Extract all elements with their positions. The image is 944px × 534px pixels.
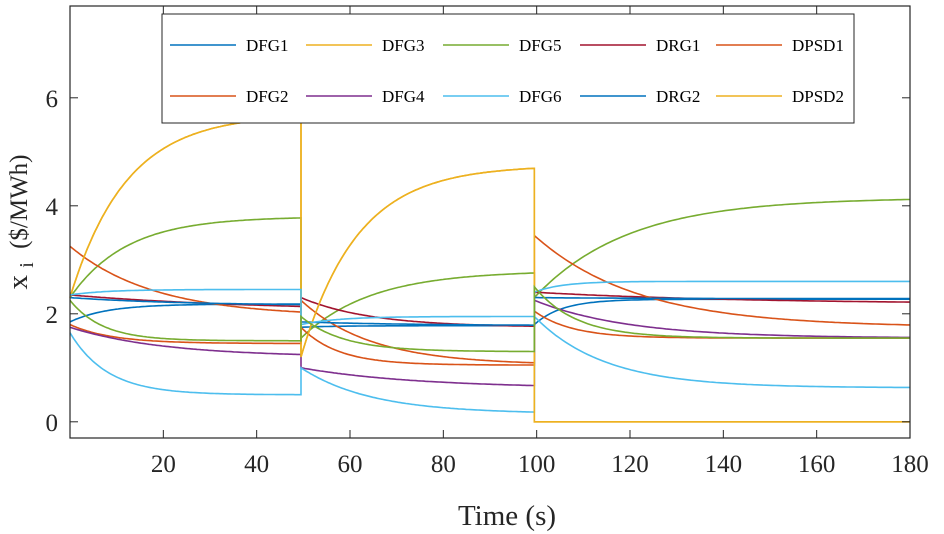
series-line-dpsd1 [69,233,910,364]
legend-label-dpsd1: DPSD1 [792,36,844,55]
series-line-dfg6-upper [69,280,910,326]
legend-label-drg1: DRG1 [656,36,700,55]
y-axis-title-unit: ($/MWh) [6,155,33,249]
legend-label-dfg6: DFG6 [519,87,562,106]
series-line-dfg4 [69,299,910,387]
legend: DFG1 DFG3 DFG5 DRG1 DPSD1 DFG2 DFG4 DFG6 DRG2 DPS… [161,13,855,124]
x-tick-label: 80 [431,451,456,478]
x-tick-label: 100 [518,451,556,478]
x-tick-label: 140 [705,451,743,478]
y-axis: 0 2 4 6 [46,86,910,437]
legend-label-dfg5: DFG5 [519,36,562,55]
series-line-dfg5 [69,198,910,340]
legend-label-drg2: DRG2 [656,87,700,106]
x-axis-title: Time (s) [458,500,556,532]
y-tick-label: 0 [46,410,59,437]
series-line-drg2 [69,296,910,326]
svg-text:x i ($/MWh): x i ($/MWh) [2,155,40,290]
legend-box [161,13,855,124]
y-axis-title: x i ($/MWh) [2,155,40,290]
y-axis-title-subscript: i [16,262,38,268]
y-axis-title-symbol: x [2,274,34,289]
x-tick-label: 180 [891,451,929,478]
x-tick-label: 40 [244,451,269,478]
series-layer [69,116,910,423]
legend-label-dfg4: DFG4 [382,87,425,106]
series-line-dfg6 [69,314,910,413]
y-tick-label: 2 [46,302,59,329]
legend-label-dfg1: DFG1 [246,36,289,55]
plot-frame [69,5,911,439]
x-tick-label: 60 [338,451,363,478]
x-tick-label: 20 [151,451,176,478]
legend-label-dpsd2: DPSD2 [792,87,844,106]
x-tick-label: 160 [798,451,836,478]
series-line-dfg2-mid [69,284,910,353]
x-axis: 20 40 60 80 100 120 140 160 180 [151,6,929,478]
legend-label-dfg2: DFG2 [246,87,289,106]
x-tick-label: 120 [611,451,649,478]
series-line-dpsd2 [69,116,910,423]
y-tick-label: 6 [46,86,59,113]
legend-label-dfg3: DFG3 [382,36,425,55]
y-tick-label: 4 [46,194,59,221]
